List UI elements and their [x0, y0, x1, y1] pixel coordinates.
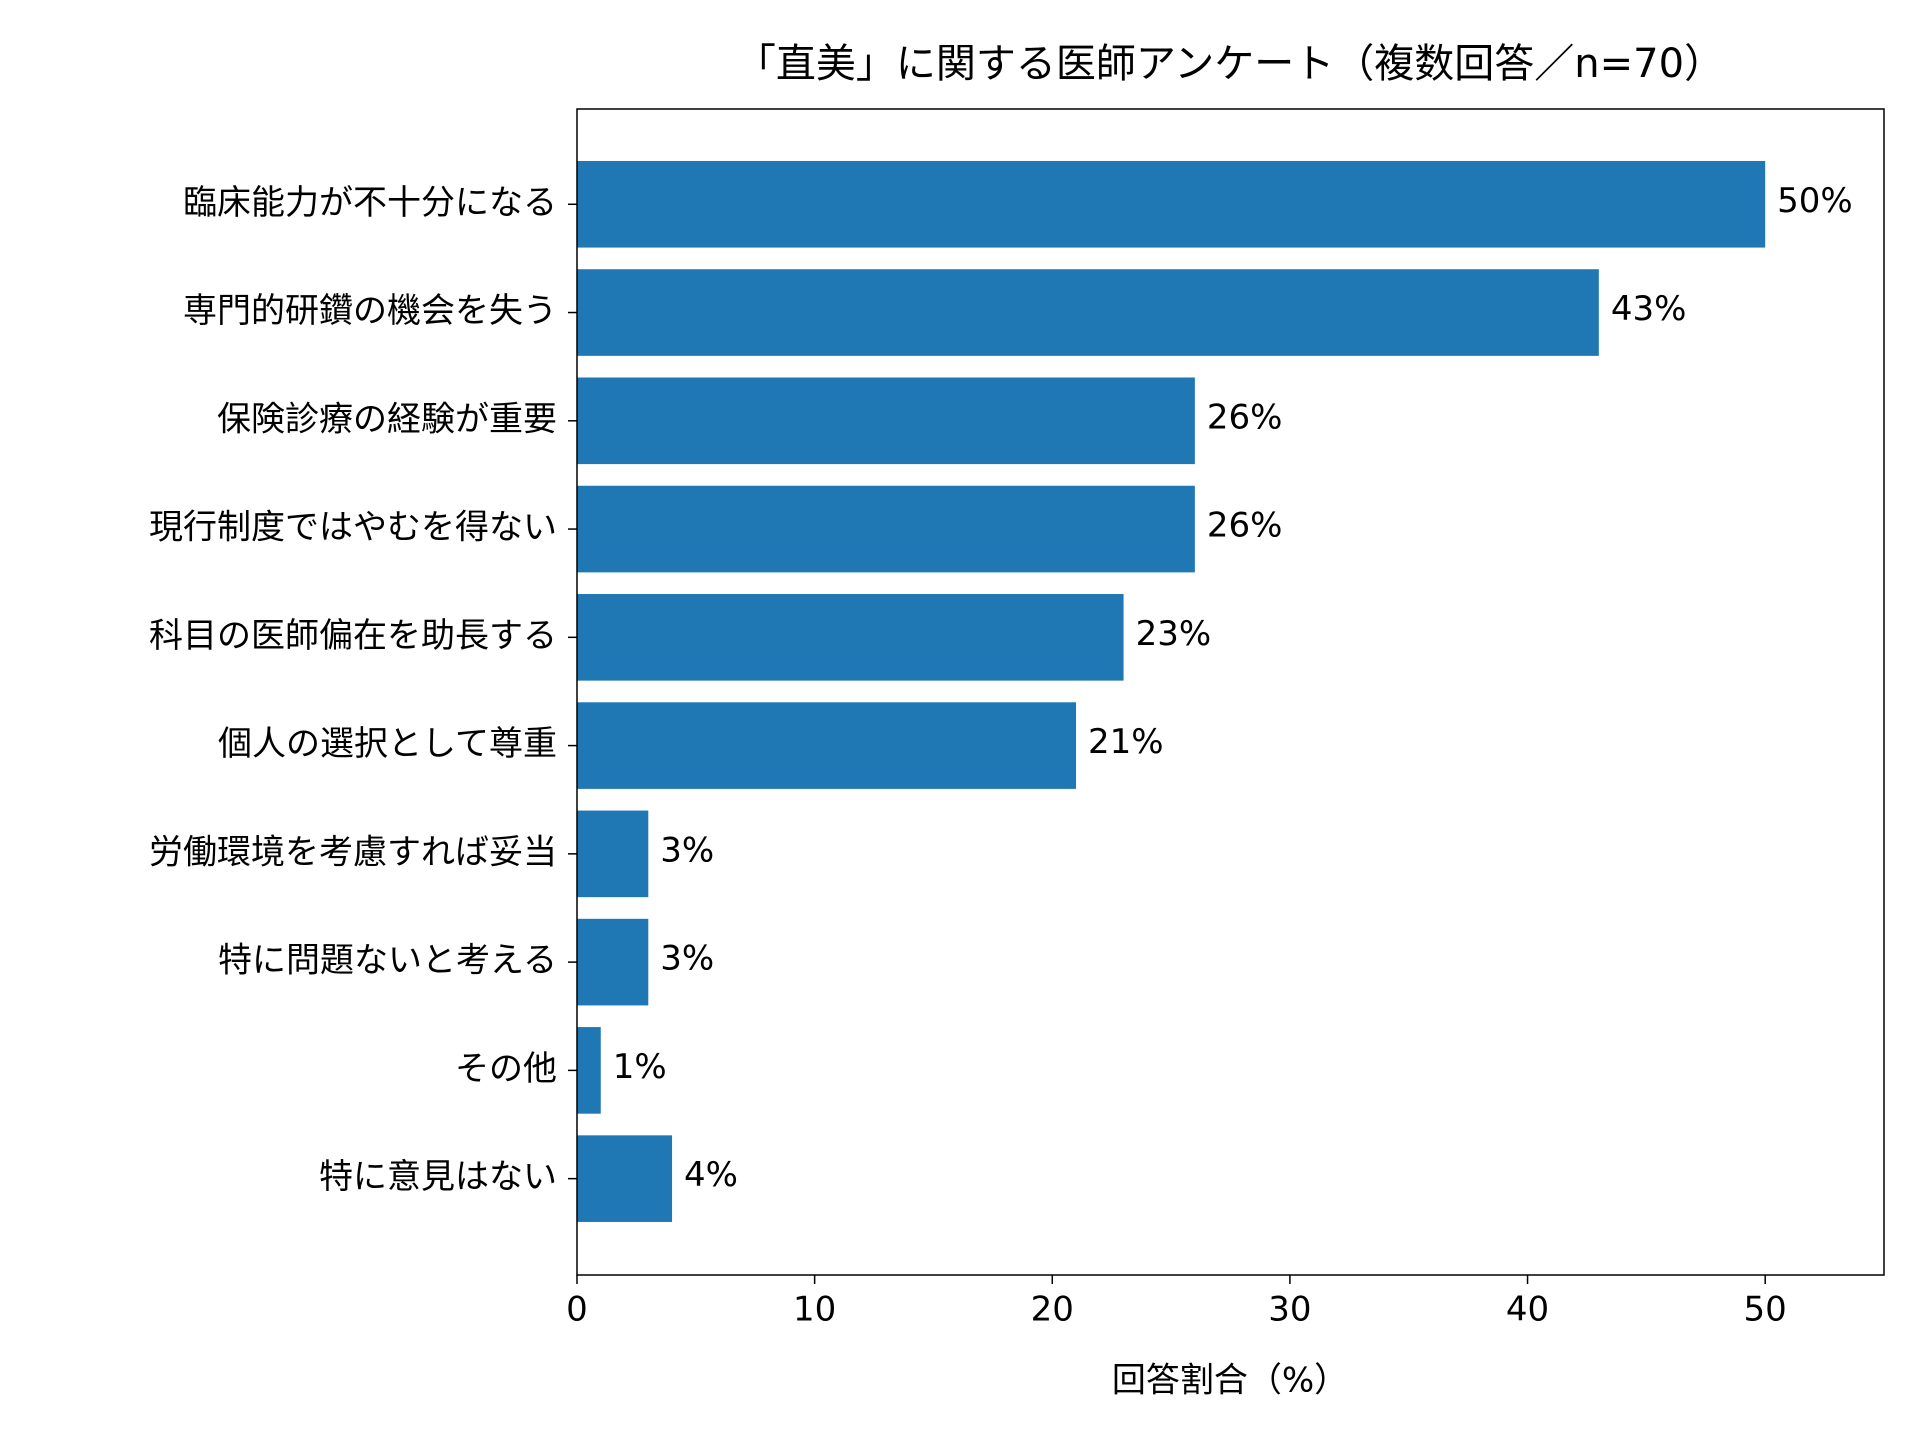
- value-label: 50%: [1777, 181, 1853, 221]
- bar: [577, 377, 1195, 465]
- y-tick-label: 特に意見はない: [319, 1157, 557, 1197]
- value-label: 26%: [1207, 397, 1283, 437]
- value-label: 23%: [1136, 614, 1212, 654]
- bar: [577, 918, 649, 1006]
- y-tick-label: その他: [455, 1049, 557, 1089]
- y-tick-label: 科目の医師偏在を助長する: [149, 616, 557, 656]
- y-tick-label: 個人の選択として尊重: [218, 724, 557, 764]
- y-tick-label: 現行制度ではやむを得ない: [149, 508, 557, 548]
- value-label: 4%: [684, 1155, 738, 1195]
- x-tick-label: 30: [1268, 1290, 1311, 1330]
- value-label: 21%: [1088, 722, 1164, 762]
- bar: [577, 1027, 601, 1114]
- bar: [577, 702, 1077, 789]
- x-tick-label: 50: [1744, 1290, 1787, 1330]
- y-tick-label: 労働環境を考慮すれば妥当: [149, 832, 557, 872]
- bar: [577, 810, 649, 898]
- bar: [577, 485, 1195, 573]
- value-label: 3%: [660, 939, 714, 979]
- value-label: 3%: [660, 830, 714, 870]
- y-tick-label: 臨床能力が不十分になる: [183, 183, 557, 223]
- x-tick-label: 40: [1506, 1290, 1549, 1330]
- bar: [577, 1135, 673, 1222]
- x-tick-label: 20: [1031, 1290, 1074, 1330]
- x-tick-label: 0: [566, 1290, 588, 1330]
- y-tick-label: 保険診療の経験が重要: [217, 399, 557, 439]
- bar: [577, 594, 1124, 681]
- x-axis-label: 回答割合（%）: [1112, 1361, 1348, 1401]
- chart-title: 「直美」に関する医師アンケート（複数回答／n=70）: [736, 41, 1724, 87]
- plot-frame: [576, 108, 1885, 1276]
- x-tick-label: 10: [793, 1290, 836, 1330]
- y-tick-label: 専門的研鑽の機会を失う: [183, 291, 557, 331]
- bar: [577, 269, 1599, 356]
- bar: [577, 160, 1766, 248]
- value-label: 43%: [1611, 289, 1687, 329]
- value-label: 1%: [613, 1047, 667, 1087]
- y-tick-label: 特に問題ないと考える: [218, 941, 557, 981]
- value-label: 26%: [1207, 506, 1283, 546]
